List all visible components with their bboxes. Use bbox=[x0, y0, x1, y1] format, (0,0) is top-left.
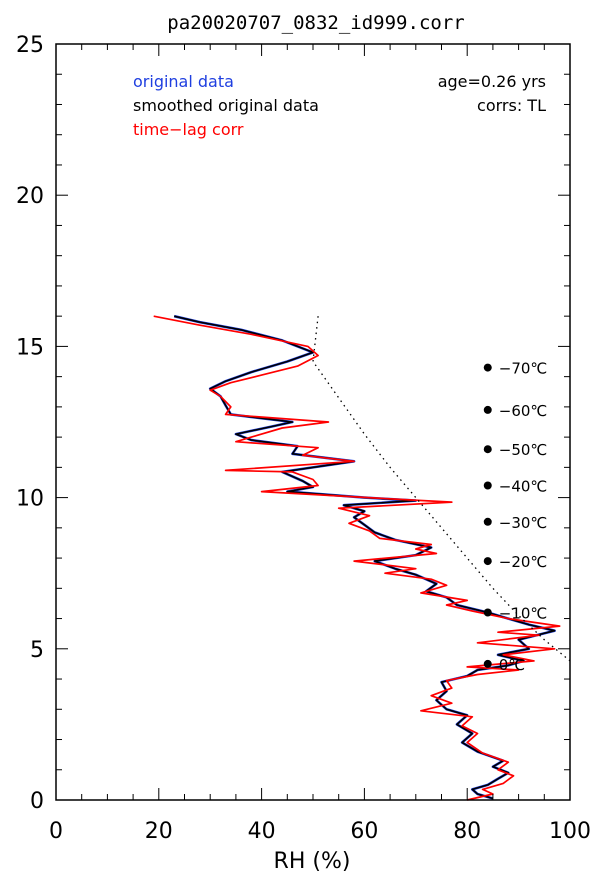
x-tick-label: 20 bbox=[145, 819, 173, 844]
dotted-reference-line bbox=[312, 316, 571, 662]
temperature-marker-dot bbox=[483, 481, 492, 490]
legend: original data smoothed original data tim… bbox=[133, 72, 319, 139]
y-tick-label: 20 bbox=[16, 184, 44, 209]
legend-entry-original-data: original data bbox=[133, 72, 234, 91]
temperature-marker-dot bbox=[483, 557, 492, 566]
y-tick-label: 0 bbox=[30, 789, 44, 814]
temperature-marker-label: −10℃ bbox=[499, 605, 548, 623]
temperature-marker-dot bbox=[483, 445, 492, 454]
x-tick-label: 60 bbox=[350, 819, 378, 844]
y-tick-label: 25 bbox=[16, 33, 44, 58]
series-line-time-lag-corr bbox=[153, 315, 561, 801]
corrs-annotation: corrs: TL bbox=[477, 96, 546, 115]
x-tick-label: 0 bbox=[49, 819, 63, 844]
chart-title: pa20020707_0832_id999.corr bbox=[167, 12, 464, 34]
temperature-marker-label: 0℃ bbox=[499, 656, 525, 674]
temperature-marker-dot bbox=[483, 659, 492, 668]
temperature-marker-label: −30℃ bbox=[499, 514, 548, 532]
temperature-marker-label: −40℃ bbox=[499, 478, 548, 496]
temperature-marker-label: −50℃ bbox=[499, 441, 548, 459]
plot-frame bbox=[55, 43, 571, 801]
age-annotation: age=0.26 yrs bbox=[438, 72, 546, 91]
x-axis-label: RH (%) bbox=[274, 849, 351, 874]
temperature-marker-label: −70℃ bbox=[499, 360, 548, 378]
y-tick-label: 15 bbox=[16, 335, 44, 360]
y-tick-label: 5 bbox=[30, 638, 44, 663]
legend-entry-time-lag-corr: time−lag corr bbox=[133, 120, 244, 139]
temperature-marker-label: −20℃ bbox=[499, 553, 548, 571]
plot-area: −70℃ −60℃ −50℃ −40℃ −30℃ −20℃ −10℃ 0℃ 0 20 40 60 80 1… bbox=[16, 33, 591, 844]
series-line-smoothed-original-data bbox=[174, 315, 556, 800]
y-tick-label: 10 bbox=[16, 487, 44, 512]
temperature-marker-dot bbox=[483, 405, 492, 414]
legend-entry-smoothed-data: smoothed original data bbox=[133, 96, 319, 115]
x-tick-label: 40 bbox=[248, 819, 276, 844]
x-tick-label: 80 bbox=[453, 819, 481, 844]
series-line-original-data bbox=[173, 314, 556, 800]
temperature-marker-dot bbox=[483, 363, 492, 372]
temperature-marker-dot bbox=[483, 608, 492, 617]
x-tick-label: 100 bbox=[549, 819, 591, 844]
temperature-marker-label: −60℃ bbox=[499, 402, 548, 420]
temperature-marker-dot bbox=[483, 517, 492, 526]
